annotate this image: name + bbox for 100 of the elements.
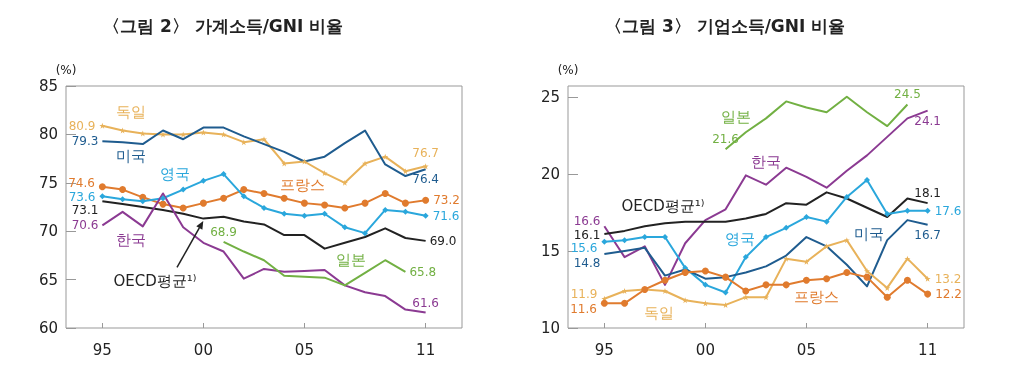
data-label: 80.9: [68, 118, 96, 133]
data-label: 13.2: [934, 271, 962, 286]
point: [763, 294, 769, 301]
point: [341, 204, 349, 212]
point: [301, 212, 308, 219]
data-label: 18.1: [914, 186, 941, 201]
point: [702, 300, 709, 307]
point: [99, 122, 106, 129]
data-label: 68.9: [210, 224, 237, 239]
data-label: 61.6: [412, 295, 439, 310]
point: [722, 301, 729, 308]
point: [281, 210, 288, 217]
data-label: 73.2: [433, 193, 460, 208]
point: [682, 297, 689, 304]
point: [904, 207, 911, 214]
series-label: 일본: [720, 107, 751, 126]
point: [402, 208, 409, 215]
point: [843, 193, 850, 200]
data-label: 11.9: [570, 286, 598, 301]
point: [98, 183, 106, 191]
point: [742, 294, 749, 301]
point: [240, 186, 248, 194]
data-label: 79.3: [71, 134, 99, 149]
y-axis-title: (%): [55, 63, 77, 77]
point: [422, 212, 429, 219]
x-tick-label: 95: [594, 340, 614, 359]
point: [924, 207, 931, 214]
point: [382, 206, 389, 213]
x-tick-label: 00: [193, 340, 213, 359]
point: [924, 275, 931, 282]
point: [884, 210, 891, 217]
y-tick-label: 75: [38, 173, 58, 192]
data-label: 14.8: [573, 256, 601, 271]
series-label: OECD평균¹⁾: [621, 197, 705, 216]
point: [742, 254, 749, 261]
point: [802, 276, 810, 284]
series-label: 영국: [724, 229, 755, 248]
point: [280, 194, 288, 202]
data-label: 21.6: [712, 132, 739, 147]
y-tick-label: 65: [38, 270, 58, 289]
data-label: 16.6: [573, 214, 601, 229]
point: [783, 224, 790, 231]
point: [220, 131, 227, 138]
data-label: 24.5: [894, 87, 921, 102]
point: [621, 237, 628, 244]
chart-title: 〈그림 3〉 기업소득/GNI 비율: [605, 15, 846, 36]
data-label: 73.6: [68, 190, 96, 205]
y-tick-label: 85: [38, 77, 58, 95]
series-label: 미국: [115, 146, 146, 165]
point: [240, 139, 247, 146]
point: [199, 199, 207, 207]
point: [843, 269, 851, 277]
point: [341, 179, 348, 186]
series-label: 프랑스: [794, 288, 840, 307]
point: [261, 204, 267, 211]
x-tick-label: 00: [695, 340, 715, 359]
data-label: 74.6: [68, 175, 95, 190]
point: [362, 230, 369, 237]
data-label: 17.6: [934, 203, 962, 218]
data-label: 76.4: [412, 172, 439, 187]
y-tick-label: 80: [38, 125, 58, 144]
line-series: [222, 240, 407, 287]
point: [803, 258, 810, 265]
point: [763, 234, 769, 241]
point: [200, 177, 207, 184]
series-label: 미국: [854, 224, 885, 243]
x-tick-label: 05: [294, 340, 314, 359]
point: [702, 281, 709, 288]
data-label: 11.6: [570, 302, 597, 317]
y-tick-label: 15: [540, 241, 560, 260]
point: [621, 288, 628, 295]
point: [701, 267, 709, 275]
data-label: 65.8: [409, 264, 437, 279]
data-label: 70.6: [71, 218, 99, 233]
y-tick-label: 60: [38, 319, 58, 337]
point: [600, 299, 608, 307]
data-label: 16.7: [914, 227, 941, 242]
point: [119, 186, 127, 194]
series-label: 한국: [751, 152, 781, 171]
point: [843, 237, 850, 244]
y-axis-title: (%): [557, 63, 579, 77]
series-label: 한국: [115, 230, 146, 249]
y-tick-label: 25: [540, 87, 560, 106]
point: [884, 284, 891, 291]
point: [220, 171, 227, 178]
point: [422, 196, 430, 204]
point: [742, 287, 750, 295]
point: [341, 224, 348, 231]
series-label: 프랑스: [279, 175, 325, 194]
series-label: 영국: [160, 165, 191, 184]
point: [301, 158, 308, 165]
point: [864, 267, 871, 274]
point: [321, 170, 328, 177]
point: [240, 193, 247, 200]
point: [681, 269, 689, 277]
y-tick-label: 10: [540, 319, 560, 337]
point: [621, 299, 629, 307]
point: [139, 198, 146, 205]
point: [402, 168, 409, 175]
x-tick-label: 95: [92, 340, 112, 359]
